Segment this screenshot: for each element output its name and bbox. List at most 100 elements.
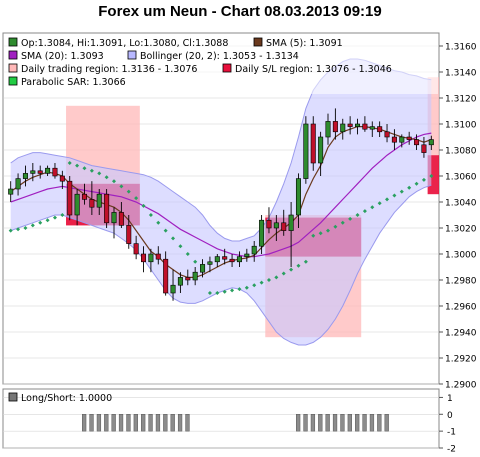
candle-body — [15, 178, 21, 190]
candle-body — [421, 144, 427, 153]
candle-body — [369, 126, 375, 130]
long-short-bar — [355, 414, 360, 432]
candle-body — [244, 253, 250, 257]
candle-body — [8, 188, 14, 195]
candle — [155, 246, 161, 265]
sar-point — [207, 291, 212, 295]
candle-body — [236, 256, 242, 263]
sar-point — [104, 175, 109, 180]
sar-point — [67, 161, 72, 165]
candle — [133, 235, 139, 260]
candle-body — [414, 139, 420, 146]
candle-body — [37, 170, 43, 174]
sar-point — [266, 278, 271, 282]
long-short-bar — [185, 414, 190, 432]
candle — [74, 189, 80, 226]
sar-point — [193, 259, 198, 264]
sar-point — [355, 213, 360, 217]
candle — [391, 129, 397, 150]
long-short-bar — [303, 414, 308, 432]
sar-point — [259, 280, 264, 285]
candle-body — [259, 219, 265, 247]
y-tick-label: 1.3000 — [445, 251, 477, 261]
candle — [81, 183, 87, 205]
candle — [222, 248, 228, 265]
y-tick-label: 1.3100 — [445, 121, 477, 131]
parabolic-sar-layer — [8, 161, 434, 295]
legend-sl-region: Daily S/L region: 1.3076 - 1.3046 — [235, 64, 392, 75]
candlestick-layer — [8, 108, 434, 301]
long-short-bar — [377, 414, 382, 432]
trading-region — [427, 77, 439, 156]
candle — [251, 241, 257, 262]
long-short-bars — [82, 414, 389, 432]
candle — [214, 254, 220, 267]
legend-swatch-sl-region — [222, 63, 232, 73]
candle-body — [59, 175, 65, 182]
candle — [332, 108, 338, 140]
long-short-bar — [318, 414, 323, 432]
long-short-bar — [118, 414, 124, 432]
candle — [384, 124, 390, 143]
sar-point — [333, 224, 338, 229]
candle — [15, 173, 21, 196]
sar-point — [222, 289, 227, 294]
candle — [318, 131, 324, 176]
sar-point — [407, 185, 412, 190]
legend-swatch-ohlc — [8, 37, 18, 47]
candle-body — [295, 178, 301, 216]
candle-body — [229, 258, 235, 263]
candle-body — [45, 167, 51, 174]
candle — [406, 131, 412, 145]
sar-point — [134, 196, 139, 201]
candle — [170, 269, 176, 301]
sar-point — [274, 275, 279, 280]
candle-body — [428, 139, 434, 146]
candle-body — [52, 167, 58, 177]
sar-point — [348, 216, 353, 221]
legend-swatch-sar — [8, 76, 18, 86]
long-short-bar — [104, 414, 109, 432]
candle — [244, 248, 250, 262]
sma5-line — [10, 125, 432, 278]
sub-y-tick-label: 0 — [447, 411, 453, 421]
long-short-bar — [347, 414, 352, 432]
candle-body — [310, 123, 316, 164]
candle — [118, 202, 124, 228]
sar-point — [237, 287, 242, 292]
y-tick-label: 1.2940 — [445, 329, 477, 339]
sar-point — [60, 213, 65, 217]
long-short-bar — [170, 414, 175, 432]
sar-point — [148, 213, 153, 217]
legend-swatch-sma5 — [253, 37, 263, 47]
candle — [229, 254, 235, 267]
sub-y-tick-label: 1 — [447, 394, 453, 404]
long-short-bar — [111, 414, 116, 432]
sar-point — [52, 215, 57, 220]
y-tick-label: 1.2920 — [445, 355, 477, 365]
legend: Op:1.3084, Hi:1.3091, Lo:1.3080, Cl:1.30… — [4, 34, 438, 94]
candle — [281, 209, 287, 236]
sar-point — [318, 231, 323, 236]
candle-body — [288, 214, 294, 231]
main-y-axis: 1.3160 1.3140 1.3120 1.3100 1.3080 1.3060 1.30… — [439, 43, 477, 391]
candle — [288, 202, 294, 267]
candle — [96, 189, 102, 215]
sar-point — [185, 252, 190, 256]
long-short-bar — [89, 414, 94, 432]
legend-sar: Parabolic SAR: 1.3066 — [21, 77, 126, 88]
candle — [45, 165, 51, 176]
y-tick-label: 1.3120 — [445, 95, 477, 105]
bollinger-lower-line — [10, 184, 432, 346]
candle-body — [163, 258, 169, 294]
candle — [310, 116, 316, 171]
candle-body — [96, 193, 102, 208]
sar-point — [141, 203, 146, 208]
sl-region — [427, 155, 439, 195]
candle-body — [155, 253, 161, 260]
long-short-bar — [148, 414, 153, 432]
candle — [67, 176, 73, 221]
candle-body — [192, 271, 198, 281]
candle-body — [362, 123, 368, 130]
